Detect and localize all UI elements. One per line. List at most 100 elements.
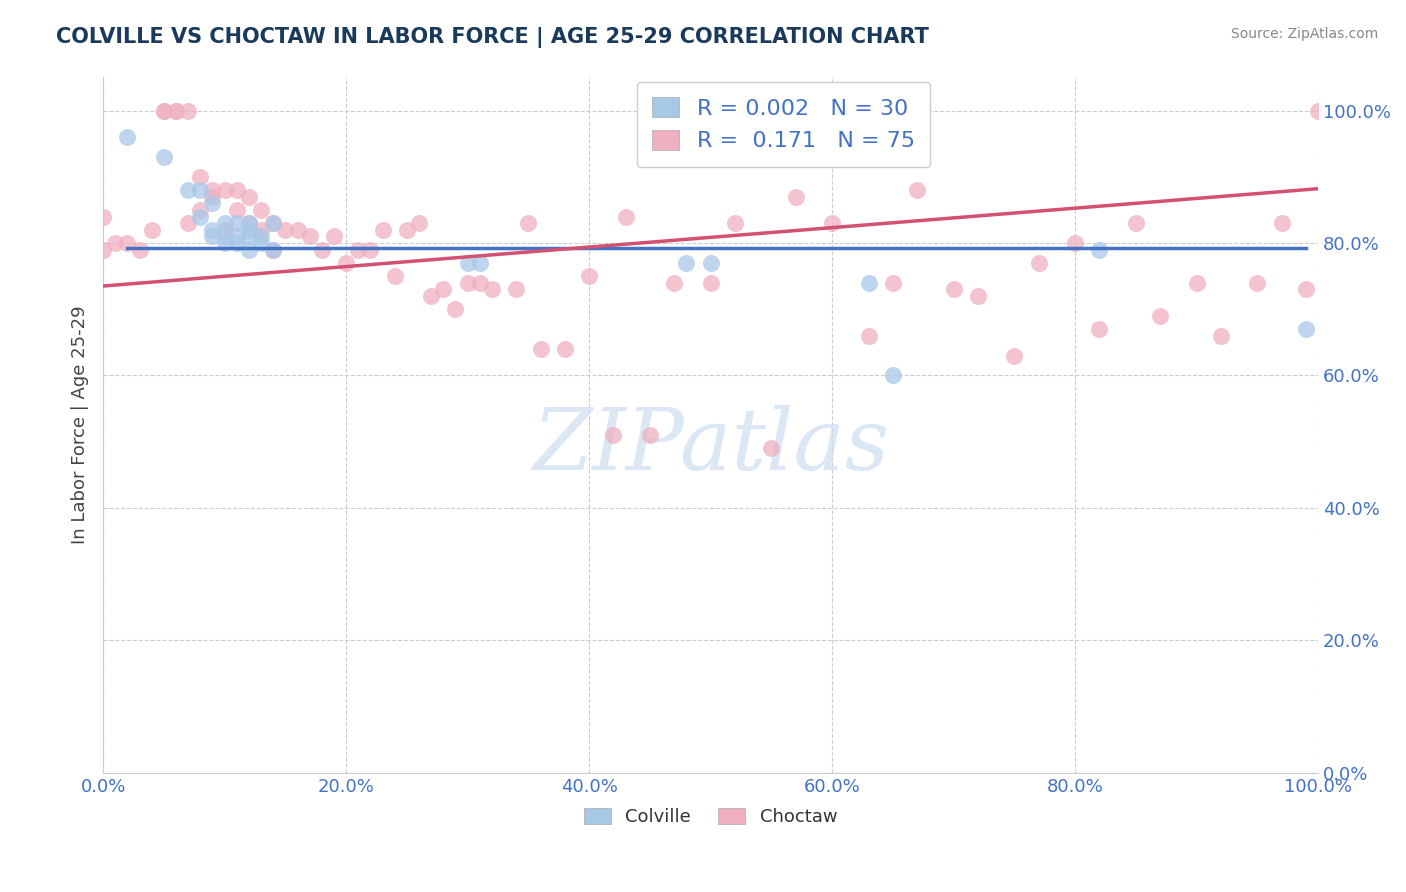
Point [238, 189, 260, 203]
Point [225, 235, 247, 250]
Point [1246, 276, 1268, 290]
Point [177, 216, 200, 230]
Point [201, 229, 224, 244]
Point [165, 103, 187, 118]
Point [905, 183, 928, 197]
Point [298, 229, 321, 244]
Point [262, 243, 284, 257]
Point [529, 342, 551, 356]
Point [250, 229, 273, 244]
Point [262, 216, 284, 230]
Point [274, 223, 297, 237]
Point [384, 269, 406, 284]
Point [638, 428, 661, 442]
Point [699, 256, 721, 270]
Point [128, 243, 150, 257]
Point [177, 183, 200, 197]
Point [724, 216, 747, 230]
Point [201, 223, 224, 237]
Point [1149, 309, 1171, 323]
Point [238, 229, 260, 244]
Point [408, 216, 430, 230]
Point [153, 150, 176, 164]
Point [201, 189, 224, 203]
Point [1125, 216, 1147, 230]
Point [614, 210, 637, 224]
Point [1002, 349, 1025, 363]
Point [214, 235, 236, 250]
Point [554, 342, 576, 356]
Point [1209, 328, 1232, 343]
Text: Source: ZipAtlas.com: Source: ZipAtlas.com [1230, 27, 1378, 41]
Point [238, 216, 260, 230]
Point [882, 276, 904, 290]
Point [201, 183, 224, 197]
Point [250, 202, 273, 217]
Point [457, 256, 479, 270]
Point [214, 223, 236, 237]
Point [1088, 322, 1111, 336]
Point [238, 223, 260, 237]
Point [457, 276, 479, 290]
Point [177, 103, 200, 118]
Point [153, 103, 176, 118]
Point [91, 210, 114, 224]
Point [858, 276, 880, 290]
Point [225, 202, 247, 217]
Point [882, 368, 904, 383]
Point [311, 243, 333, 257]
Point [347, 243, 370, 257]
Point [432, 282, 454, 296]
Point [91, 243, 114, 257]
Point [214, 216, 236, 230]
Point [1185, 276, 1208, 290]
Point [675, 256, 697, 270]
Point [188, 183, 211, 197]
Point [371, 223, 394, 237]
Point [505, 282, 527, 296]
Point [287, 223, 309, 237]
Point [1308, 103, 1330, 118]
Point [104, 235, 127, 250]
Point [481, 282, 503, 296]
Point [420, 289, 443, 303]
Point [141, 223, 163, 237]
Point [395, 223, 418, 237]
Point [117, 235, 139, 250]
Point [1088, 243, 1111, 257]
Point [117, 130, 139, 145]
Point [323, 229, 346, 244]
Point [967, 289, 990, 303]
Point [225, 229, 247, 244]
Point [225, 216, 247, 230]
Legend: Colville, Choctaw: Colville, Choctaw [576, 800, 845, 833]
Point [761, 442, 783, 456]
Point [942, 282, 965, 296]
Point [468, 256, 491, 270]
Point [188, 169, 211, 184]
Point [602, 428, 624, 442]
Point [250, 223, 273, 237]
Point [858, 328, 880, 343]
Text: ZIPatlas: ZIPatlas [531, 405, 889, 487]
Point [238, 216, 260, 230]
Point [262, 216, 284, 230]
Point [699, 276, 721, 290]
Point [785, 189, 807, 203]
Y-axis label: In Labor Force | Age 25-29: In Labor Force | Age 25-29 [72, 306, 89, 544]
Point [821, 216, 844, 230]
Point [250, 235, 273, 250]
Point [165, 103, 187, 118]
Point [1028, 256, 1050, 270]
Point [664, 276, 686, 290]
Point [1064, 235, 1087, 250]
Point [225, 183, 247, 197]
Point [238, 243, 260, 257]
Point [214, 229, 236, 244]
Point [153, 103, 176, 118]
Point [201, 196, 224, 211]
Point [1271, 216, 1294, 230]
Point [1295, 282, 1317, 296]
Point [578, 269, 600, 284]
Point [335, 256, 357, 270]
